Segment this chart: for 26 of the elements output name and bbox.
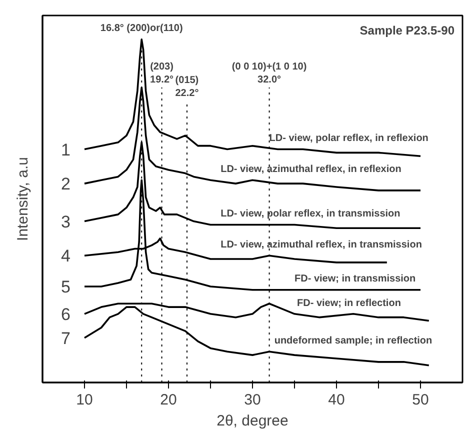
x-tick-label: 50 bbox=[412, 392, 429, 408]
series-label: 4 bbox=[61, 246, 71, 266]
annotation: LD- view, azimuthal reflex, in transmission bbox=[220, 239, 422, 250]
ref-line-label: (0 0 10)+(1 0 10) 32.0° bbox=[232, 61, 307, 86]
x-tick-label: 10 bbox=[76, 392, 93, 408]
series-label: 1 bbox=[61, 140, 71, 160]
x-axis-title: 2θ, degree bbox=[216, 412, 288, 430]
series-label: 5 bbox=[61, 277, 71, 296]
annotation: FD- view; in reflection bbox=[297, 298, 401, 309]
annotation: LD- view, polar reflex, in transmission bbox=[220, 208, 400, 220]
ref-line-label: (203) 19.2° bbox=[150, 61, 174, 86]
series-label: 6 bbox=[61, 304, 71, 324]
series-label: 2 bbox=[61, 174, 71, 194]
ref-line-label: (015) 22.2° bbox=[175, 75, 199, 100]
annotation: LD- view, polar reflex, in reflexion bbox=[269, 133, 428, 144]
x-tick-label: 40 bbox=[328, 392, 345, 408]
annotation: FD- view; in transmission bbox=[294, 274, 416, 285]
series-label: 7 bbox=[61, 328, 71, 348]
chart-title: Sample P23.5-90 bbox=[360, 24, 455, 38]
x-tick-label: 30 bbox=[244, 392, 261, 408]
annotation: undeformed sample; in reflection bbox=[274, 335, 432, 346]
series-label: 3 bbox=[61, 212, 71, 232]
y-axis-title: Intensity, a.u bbox=[14, 157, 32, 241]
annotation: LD- view, azimuthal reflex, in reflexion bbox=[220, 164, 402, 175]
x-tick-label: 20 bbox=[160, 392, 177, 408]
ref-line-label: 16.8° (200)or(110) bbox=[100, 23, 183, 34]
